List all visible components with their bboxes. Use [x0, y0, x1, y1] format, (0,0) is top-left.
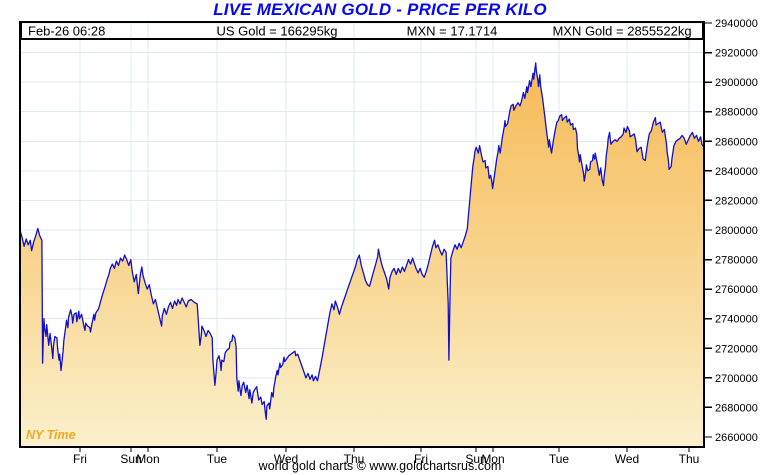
x-tick-label: Fri [414, 452, 428, 466]
x-tick-label: Wed [274, 452, 298, 466]
x-tick-label: Mon [481, 452, 504, 466]
x-tick-label: Sun [120, 452, 141, 466]
x-tick-label: Tue [207, 452, 228, 466]
y-tick-label: 2940000 [715, 18, 758, 30]
x-tick-label: Tue [549, 452, 570, 466]
y-tick-label: 2680000 [715, 402, 758, 414]
us-gold-value: US Gold = 166295kg [216, 23, 338, 38]
x-tick-label: Thu [679, 452, 700, 466]
y-tick-label: 2760000 [715, 284, 758, 296]
x-tick-label: Fri [73, 452, 87, 466]
x-tick-label: Thu [344, 452, 365, 466]
x-tick-label: Sun [465, 452, 486, 466]
y-tick-label: 2820000 [715, 195, 758, 207]
y-tick-label: 2720000 [715, 343, 758, 355]
y-tick-label: 2660000 [715, 432, 758, 444]
y-tick-label: 2800000 [715, 225, 758, 237]
y-tick-label: 2880000 [715, 107, 758, 119]
price-area [20, 62, 704, 448]
y-tick-label: 2900000 [715, 77, 758, 89]
y-tick-label: 2700000 [715, 373, 758, 385]
mxn-rate-value: MXN = 17.1714 [406, 23, 498, 38]
y-tick-label: 2920000 [715, 48, 758, 60]
y-tick-label: 2840000 [715, 166, 758, 178]
footer-credit: world gold charts © www.goldchartsrus.co… [258, 459, 502, 473]
mxn-gold-value: MXN Gold = 2855522kg [552, 23, 692, 38]
quote-header-box: Feb-26 06:28 US Gold = 166295kg MXN = 17… [20, 21, 704, 40]
x-tick-label: Wed [615, 452, 639, 466]
y-tick-label: 2740000 [715, 314, 758, 326]
page-title: LIVE MEXICAN GOLD - PRICE PER KILO [213, 0, 547, 19]
ny-time-label: NY Time [26, 428, 76, 442]
y-tick-label: 2860000 [715, 136, 758, 148]
y-tick-label: 2780000 [715, 255, 758, 267]
timestamp: Feb-26 06:28 [28, 23, 106, 38]
price-line [19, 62, 705, 420]
x-tick-label: Mon [136, 452, 159, 466]
